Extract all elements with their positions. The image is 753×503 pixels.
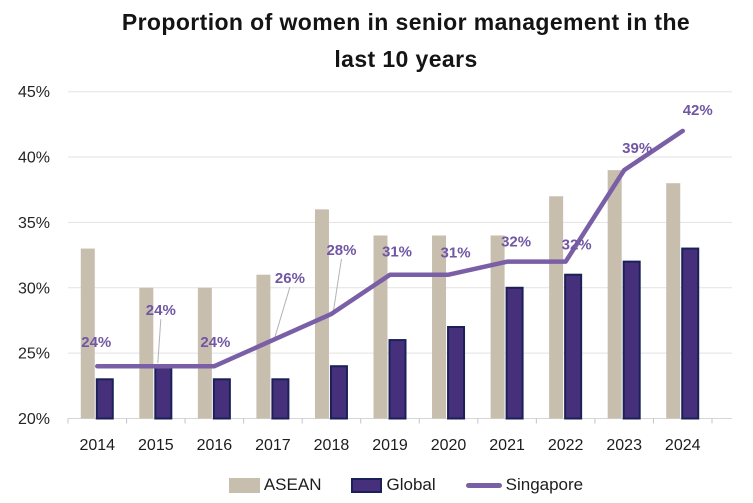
x-tick-label: 2022 — [548, 437, 584, 454]
singapore-point-label: 39% — [622, 140, 652, 157]
chart-title-line1: Proportion of women in senior management… — [121, 9, 691, 35]
y-axis-labels: 20% 25% 30% 35% 40% 45% — [18, 84, 50, 428]
asean-bar — [549, 196, 564, 419]
legend: ASEAN Global Singapore — [57, 471, 753, 499]
asean-bar — [666, 183, 681, 419]
legend-item-global: Global — [351, 475, 436, 495]
chart-title-line2: last 10 years — [334, 46, 478, 72]
x-tick-label: 2020 — [431, 437, 467, 454]
global-swatch-icon — [351, 477, 383, 493]
bars-global — [95, 247, 700, 420]
point-labels: 24% 24% 24% 26% 28% 31% 31% 32% 32% 39% 42% — [81, 102, 712, 351]
x-tick-label: 2015 — [138, 437, 174, 454]
asean-bar — [80, 248, 95, 419]
global-bar — [95, 378, 114, 420]
y-tick-label: 35% — [18, 215, 50, 232]
chart-title: Proportion of women in senior management… — [57, 4, 753, 78]
global-bar — [212, 378, 231, 420]
legend-item-singapore: Singapore — [465, 475, 584, 495]
global-bar — [271, 378, 290, 420]
x-tick-label: 2014 — [79, 437, 115, 454]
y-tick-label: 20% — [18, 411, 50, 428]
singapore-swatch-icon — [465, 482, 502, 488]
legend-label-asean: ASEAN — [263, 475, 322, 494]
y-tick-label: 25% — [18, 346, 50, 363]
global-bar — [447, 325, 466, 420]
x-tick-label: 2016 — [197, 437, 233, 454]
y-tick-label: 30% — [18, 280, 50, 297]
asean-bar — [490, 235, 505, 419]
x-tick-label: 2019 — [372, 437, 408, 454]
global-bar — [622, 260, 641, 420]
singapore-point-label: 32% — [562, 237, 592, 254]
bars-asean — [80, 170, 681, 419]
y-tick-label: 45% — [18, 84, 50, 101]
x-tick-label: 2024 — [665, 437, 701, 454]
leader-lines — [157, 258, 342, 364]
singapore-point-label: 31% — [441, 245, 471, 262]
global-bar — [154, 365, 173, 420]
x-tick-label: 2017 — [255, 437, 291, 454]
global-bar — [329, 365, 348, 420]
global-bar — [681, 247, 700, 420]
singapore-point-label: 24% — [81, 334, 111, 351]
y-tick-label: 40% — [18, 150, 50, 167]
legend-label-global: Global — [386, 475, 436, 494]
singapore-point-label: 32% — [501, 234, 531, 251]
x-tick-label: 2021 — [489, 437, 525, 454]
x-tick-label: 2023 — [606, 437, 642, 454]
singapore-point-label: 24% — [200, 334, 230, 351]
legend-label-singapore: Singapore — [505, 475, 584, 494]
asean-bar — [607, 170, 622, 419]
global-bar — [564, 273, 583, 420]
singapore-point-label: 28% — [326, 242, 356, 259]
legend-item-asean: ASEAN — [228, 475, 322, 495]
singapore-point-label: 26% — [275, 270, 305, 287]
asean-bar — [432, 235, 447, 419]
asean-bar — [197, 287, 212, 419]
singapore-point-label: 42% — [683, 102, 713, 119]
x-axis-labels: 2014 2015 2016 2017 2018 2019 2020 2021 2022 2023… — [79, 437, 700, 454]
asean-bar — [373, 235, 388, 419]
singapore-line — [95, 128, 685, 369]
x-tick-label: 2018 — [314, 437, 350, 454]
global-bar — [505, 286, 524, 420]
asean-bar — [314, 209, 329, 419]
global-bar — [388, 339, 407, 420]
singapore-point-label: 24% — [146, 302, 176, 319]
asean-swatch-icon — [228, 477, 260, 493]
singapore-point-label: 31% — [382, 244, 412, 261]
asean-bar — [139, 287, 154, 419]
